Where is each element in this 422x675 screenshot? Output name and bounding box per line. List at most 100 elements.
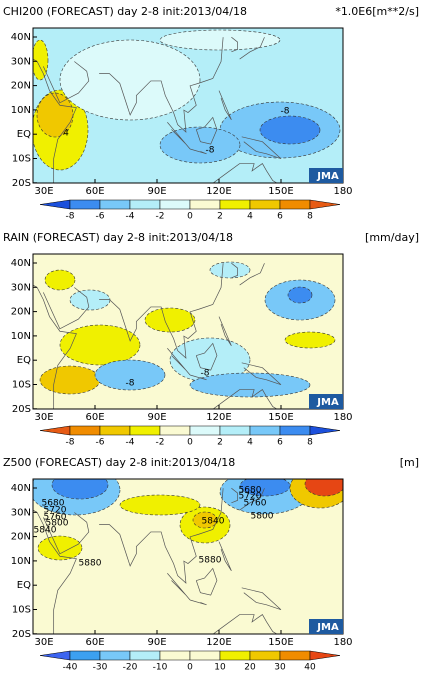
coastline: [241, 136, 282, 160]
colorbar: -8 -6 -4 -2 0 2 4 6 8: [39, 199, 341, 222]
shaded-area: [60, 40, 200, 120]
contour-label: 5800: [46, 519, 69, 529]
coastline: [239, 488, 265, 511]
colorbar-cell: [39, 650, 71, 661]
shaded-area: [170, 338, 250, 382]
contour-label: -8: [201, 369, 210, 379]
colorbar-label: 8: [307, 212, 313, 222]
colorbar-cell: [129, 650, 161, 661]
lat-label: 20N: [11, 81, 31, 92]
shaded-area: [52, 479, 108, 499]
logo: JMA: [316, 397, 339, 408]
contour-line: [59, 324, 141, 366]
lat-label: 10S: [12, 154, 31, 165]
shaded-area: [40, 366, 100, 394]
contour-label: 4: [63, 129, 69, 139]
lon-label: 150E: [268, 637, 293, 648]
lon-label: 120E: [206, 637, 231, 648]
units: [mm/day]: [365, 231, 419, 244]
contour-line: [119, 494, 201, 516]
lon-label: 180: [333, 412, 352, 423]
contour-line: [159, 126, 241, 164]
logo-box: [309, 394, 343, 409]
colorbar-label: 8: [307, 438, 313, 448]
colorbar-cell: [219, 425, 251, 436]
coastline: [218, 316, 232, 347]
contour-label: 5760: [244, 499, 267, 509]
coastline: [33, 509, 77, 634]
shaded-area: [45, 270, 75, 290]
contour-label: 5840: [34, 526, 57, 536]
colorbar-label: -6: [96, 212, 105, 222]
colorbar-label: 4: [247, 438, 253, 448]
colorbar-cell: [159, 199, 191, 210]
contour-line: [94, 359, 166, 391]
coastline: [189, 599, 207, 606]
coastline: [218, 541, 232, 572]
lon-label: 60E: [85, 637, 104, 648]
lat-label: 10S: [12, 380, 31, 391]
colorbar: -8 -6 -4 -2 0 2 4 6 8: [39, 425, 341, 448]
lat-label: 20N: [11, 307, 31, 318]
colorbar-label: -40: [63, 663, 78, 673]
contour-line: [33, 479, 121, 516]
contour-line: [33, 39, 49, 81]
coastline: [99, 263, 224, 359]
coastline: [189, 374, 207, 381]
contour-label: 5840: [202, 517, 225, 527]
contour-line: [284, 331, 336, 349]
colorbar-label: -10: [153, 663, 168, 673]
lon-label: 60E: [85, 186, 104, 197]
colorbar-label: -2: [156, 212, 165, 222]
contour-line: [44, 269, 76, 291]
colorbar-label: 0: [187, 438, 193, 448]
shaded-area: [38, 536, 82, 560]
colorbar-label: 2: [217, 212, 223, 222]
contour-label: 5880: [79, 559, 102, 569]
lon-label: 90E: [147, 412, 166, 423]
contour-line: [51, 479, 109, 500]
colorbar-label: -8: [66, 212, 75, 222]
colorbar-cell: [99, 425, 131, 436]
colorbar-label: -8: [66, 438, 75, 448]
coastline: [43, 287, 90, 330]
coastline: [231, 36, 238, 53]
lat-label: 40N: [11, 258, 31, 269]
colorbar-label: 10: [214, 663, 226, 673]
shaded-area: [160, 30, 280, 50]
contour-line: [179, 506, 231, 544]
contour-line: [37, 535, 83, 561]
colorbar-cell: [189, 650, 221, 661]
colorbar: -40 -30 -20 -10 0 10 20 30 40: [39, 650, 341, 673]
colorbar-label: 6: [277, 438, 283, 448]
shaded-area: [70, 290, 110, 310]
coastline: [218, 90, 232, 121]
lat-label: 20S: [12, 178, 31, 189]
contour-label: 5720: [239, 492, 262, 502]
coastline: [99, 488, 224, 584]
contour-line: [144, 307, 196, 333]
contour-line: [33, 89, 89, 171]
lon-label: 150E: [268, 186, 293, 197]
logo: JMA: [316, 171, 339, 182]
shaded-area: [305, 479, 343, 496]
contour-label: -8: [126, 379, 135, 389]
lon-label: 90E: [147, 637, 166, 648]
colorbar-label: 4: [247, 212, 253, 222]
panel: CHI200 (FORECAST) day 2-8 init:2013/04/1…: [3, 5, 419, 222]
shaded-area: [260, 116, 320, 144]
colorbar-label: 2: [217, 438, 223, 448]
colorbar-label: 6: [277, 212, 283, 222]
colorbar-cell: [129, 199, 161, 210]
colorbar-label: 20: [244, 663, 256, 673]
lon-label: 180: [333, 186, 352, 197]
coastline: [195, 342, 218, 371]
lat-label: 10N: [11, 105, 31, 116]
lat-label: 40N: [11, 32, 31, 43]
map: [33, 254, 343, 409]
coastline: [212, 614, 278, 634]
panel: Z500 (FORECAST) day 2-8 init:2013/04/18 […: [3, 456, 419, 673]
coastline: [43, 61, 90, 104]
shaded-area: [288, 287, 312, 303]
colorbar-cell: [249, 425, 281, 436]
